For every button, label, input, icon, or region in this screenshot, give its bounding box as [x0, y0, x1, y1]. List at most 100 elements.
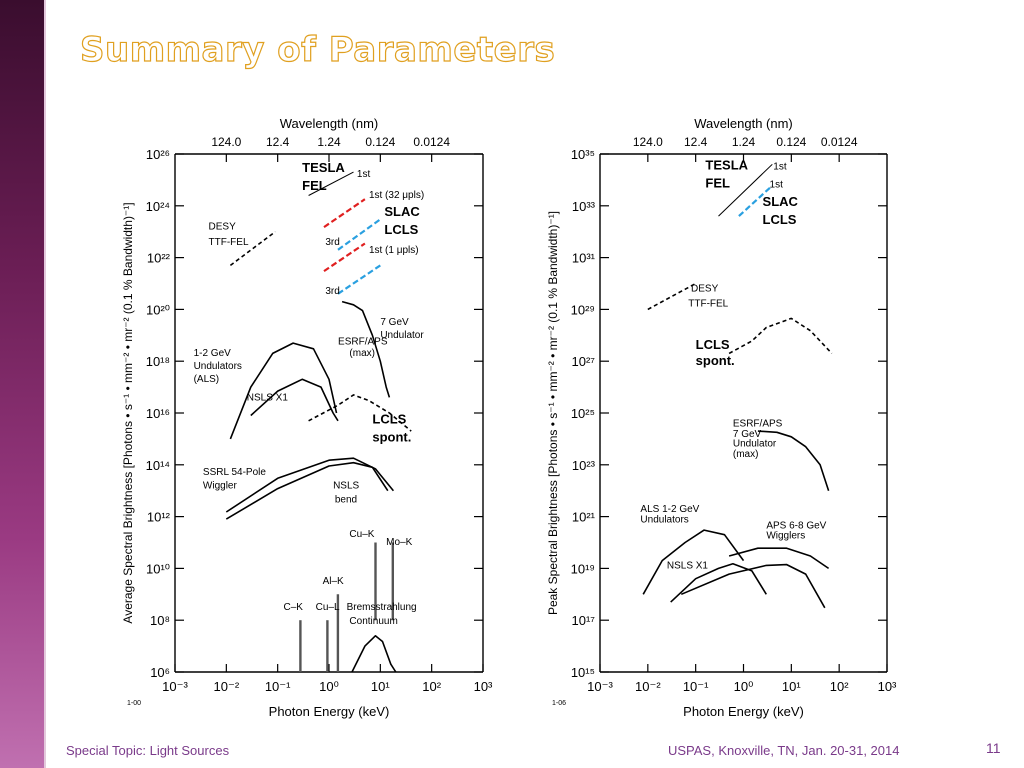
series-line	[718, 163, 773, 217]
y-tick-label: 10³⁵	[571, 147, 595, 162]
x-tick-label: 10³	[878, 679, 897, 694]
annotation-label: 1st	[773, 162, 787, 173]
x-axis-title: Photon Energy (keV)	[269, 704, 390, 719]
y-tick-label: 10⁶	[150, 665, 170, 680]
y-tick-label: 10²⁷	[572, 354, 596, 369]
series-line	[351, 634, 397, 673]
annotation-label: DESY	[691, 283, 719, 294]
y-tick-label: 10²⁶	[146, 147, 170, 162]
series-line	[341, 300, 391, 398]
series-line	[229, 342, 338, 440]
annotation-label: (max)	[733, 449, 759, 460]
top-tick-label: 0.0124	[821, 135, 858, 149]
annotation-label: 1st	[770, 180, 784, 191]
annotation-label: Continuum	[349, 616, 397, 627]
annotation-label: ALS 1-2 GeV	[640, 504, 699, 515]
y-tick-label: 10³³	[572, 199, 596, 214]
annotation-label: TTF-FEL	[209, 237, 249, 248]
top-tick-label: 1.24	[317, 135, 341, 149]
annotation-label: bend	[335, 495, 357, 506]
page-number: 11	[986, 740, 1001, 756]
y-tick-label: 10¹⁵	[571, 665, 595, 680]
series-line	[225, 461, 389, 520]
series-line	[229, 231, 276, 267]
y-tick-label: 10¹⁹	[571, 561, 595, 576]
x-tick-label: 10²	[422, 679, 441, 694]
annotation-label: (ALS)	[194, 374, 220, 385]
annotation-label: LCLS	[384, 222, 418, 237]
annotation-label: (max)	[349, 348, 375, 359]
top-tick-label: 12.4	[684, 135, 708, 149]
x-tick-label: 10¹	[782, 679, 801, 694]
y-tick-label: 10²¹	[572, 510, 596, 525]
y-tick-label: 10²⁰	[146, 302, 170, 317]
annotation-label: SSRL 54-Pole	[203, 467, 266, 478]
series-line	[323, 242, 366, 273]
top-axis-title: Wavelength (nm)	[280, 116, 379, 131]
annotation-label: TESLA	[705, 158, 748, 173]
x-tick-label: 10³	[474, 679, 493, 694]
annotation-label: Undulators	[194, 361, 242, 372]
x-tick-label: 10⁻²	[214, 679, 240, 694]
series-line	[647, 282, 697, 311]
x-tick-label: 10⁰	[734, 679, 754, 694]
series-line	[337, 264, 381, 295]
y-tick-label: 10³¹	[572, 251, 596, 266]
slide-sidebar	[0, 0, 44, 768]
annotation-label: NSLS X1	[247, 393, 289, 404]
annotation-label: ESRF/APS	[338, 336, 388, 347]
annotation-label: spont.	[372, 429, 411, 444]
y-tick-label: 10¹⁶	[146, 406, 170, 421]
annotation-label: 1st	[357, 169, 371, 180]
annotation-label: DESY	[209, 222, 237, 233]
annotation-label: NSLS	[333, 481, 359, 492]
annotation-label: LCLS	[372, 411, 406, 426]
series-line	[250, 378, 339, 422]
y-tick-label: 10²⁵	[571, 406, 595, 421]
slide-title: Summary of Parameters	[79, 29, 556, 70]
annotation-label: 7 GeV	[733, 429, 762, 440]
x-axis-title: Photon Energy (keV)	[683, 704, 804, 719]
y-tick-label: 10²³	[572, 458, 596, 473]
footer-course-topic: Special Topic: Light Sources	[66, 743, 230, 758]
x-tick-label: 10⁻³	[587, 679, 613, 694]
x-tick-label: 10⁻¹	[683, 679, 709, 694]
slide-sidebar-edge	[44, 0, 46, 768]
annotation-label: NSLS X1	[667, 560, 709, 571]
series-line	[680, 563, 826, 609]
y-tick-label: 10¹²	[147, 510, 171, 525]
annotation-label: Undulator	[733, 439, 777, 450]
y-tick-label: 10²⁹	[571, 302, 595, 317]
series-line	[757, 430, 830, 491]
annotation-label: FEL	[302, 178, 327, 193]
series-line	[642, 529, 745, 595]
series-line	[308, 171, 354, 196]
top-tick-label: 0.124	[365, 135, 395, 149]
annotation-label: Undulators	[640, 514, 688, 525]
y-tick-label: 10¹⁰	[146, 561, 170, 576]
annotation-label: Cu–K	[349, 529, 374, 540]
annotation-label: SLAC	[763, 194, 799, 209]
annotation-label: Bremsstrahlung	[347, 602, 417, 613]
annotation-label: FEL	[705, 176, 730, 191]
top-tick-label: 124.0	[633, 135, 663, 149]
annotation-label: C–K	[284, 602, 304, 613]
annotation-label: 7 GeV	[380, 317, 409, 328]
annotation-label: Wigglers	[766, 531, 805, 542]
x-tick-label: 10⁻¹	[265, 679, 291, 694]
annotation-label: 1st (32 μpls)	[369, 190, 424, 201]
x-tick-label: 10⁻³	[162, 679, 188, 694]
top-tick-label: 124.0	[211, 135, 241, 149]
annotation-label: 3rd	[325, 286, 339, 297]
series-line	[323, 198, 366, 229]
top-axis-title: Wavelength (nm)	[694, 116, 793, 131]
annotation-label: TESLA	[302, 160, 345, 175]
annotation-label: 3rd	[325, 237, 339, 248]
annotation-label: 1-2 GeV	[194, 348, 232, 359]
series-line	[738, 184, 774, 217]
annotation-label: Cu–L	[316, 602, 340, 613]
annotation-label: TTF-FEL	[688, 298, 728, 309]
annotation-label: Undulator	[380, 330, 424, 341]
annotation-label: 1st (1 μpls)	[369, 245, 419, 256]
top-tick-label: 1.24	[732, 135, 756, 149]
